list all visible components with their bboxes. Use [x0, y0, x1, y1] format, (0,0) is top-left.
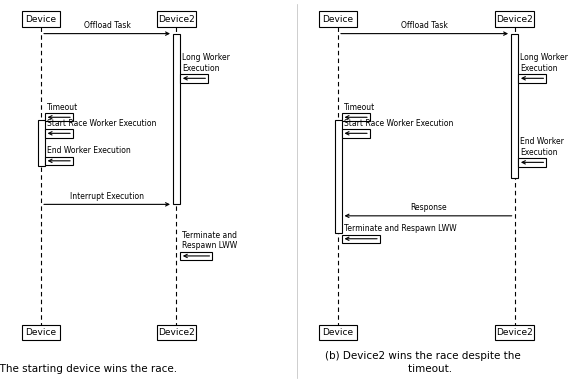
Bar: [22, 325, 61, 340]
Bar: [518, 74, 546, 83]
Text: Start Race Worker Execution: Start Race Worker Execution: [344, 118, 453, 128]
Bar: [173, 34, 180, 204]
Bar: [157, 325, 195, 340]
Bar: [495, 325, 534, 340]
Text: Interrupt Execution: Interrupt Execution: [70, 191, 144, 201]
Bar: [22, 11, 61, 27]
Text: (a) The starting device wins the race.: (a) The starting device wins the race.: [0, 364, 177, 374]
Bar: [342, 235, 380, 243]
Text: Device: Device: [323, 15, 353, 24]
Text: Device: Device: [26, 328, 56, 337]
Text: (b) Device2 wins the race despite the
    timeout.: (b) Device2 wins the race despite the ti…: [326, 351, 521, 374]
Text: Long Worker
Execution: Long Worker Execution: [520, 53, 568, 73]
Bar: [45, 113, 73, 121]
Text: Offload Task: Offload Task: [401, 21, 448, 30]
Bar: [319, 11, 357, 27]
Text: Device2: Device2: [158, 15, 195, 24]
Text: Terminate and Respawn LWW: Terminate and Respawn LWW: [344, 224, 457, 233]
Bar: [157, 11, 195, 27]
Text: End Worker Execution: End Worker Execution: [47, 146, 131, 155]
Text: Timeout: Timeout: [47, 102, 78, 112]
Bar: [38, 120, 45, 166]
Text: Start Race Worker Execution: Start Race Worker Execution: [47, 118, 156, 128]
Bar: [180, 252, 212, 260]
Bar: [45, 129, 73, 138]
Bar: [335, 120, 342, 233]
Bar: [342, 113, 370, 121]
Text: Device2: Device2: [496, 15, 533, 24]
Bar: [180, 74, 208, 83]
Bar: [45, 157, 73, 165]
Bar: [511, 34, 518, 178]
Bar: [518, 158, 546, 167]
Text: Device: Device: [323, 328, 353, 337]
Text: Long Worker
Execution: Long Worker Execution: [182, 53, 230, 73]
Bar: [342, 129, 370, 138]
Bar: [495, 11, 534, 27]
Bar: [319, 325, 357, 340]
Text: Device2: Device2: [158, 328, 195, 337]
Text: Timeout: Timeout: [344, 102, 375, 112]
Text: Response: Response: [410, 203, 446, 212]
Text: End Worker
Execution: End Worker Execution: [520, 137, 564, 157]
Text: Device: Device: [26, 15, 56, 24]
Text: Offload Task: Offload Task: [83, 21, 131, 30]
Text: Device2: Device2: [496, 328, 533, 337]
Text: Terminate and
Respawn LWW: Terminate and Respawn LWW: [182, 231, 238, 250]
